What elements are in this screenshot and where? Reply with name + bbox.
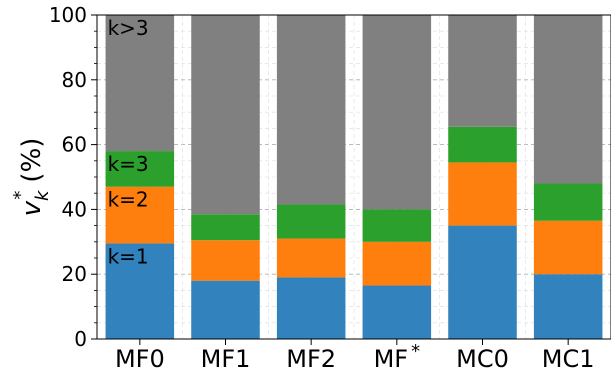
bar-mc0-kgt3 bbox=[448, 15, 517, 127]
x-tick-label: MF0 bbox=[115, 345, 165, 369]
bar-mf2-k3 bbox=[276, 204, 346, 239]
segment-label: k=3 bbox=[108, 152, 149, 176]
y-tick-label: 60 bbox=[62, 133, 87, 157]
bar-mf2-k1 bbox=[276, 277, 346, 339]
bar-mfstar-k1 bbox=[362, 285, 432, 339]
bar-mc0-k1 bbox=[448, 225, 517, 339]
bar-mc1-k1 bbox=[533, 274, 603, 339]
bar-mf1-k2 bbox=[191, 240, 260, 281]
y-axis-label-unit: (%) bbox=[17, 138, 47, 183]
bar-mfstar-k3 bbox=[362, 209, 432, 242]
x-tick-label: MF * bbox=[374, 341, 421, 369]
y-axis: 0 20 40 60 80 100 bbox=[49, 3, 97, 351]
y-tick-label: 100 bbox=[49, 3, 87, 27]
y-axis-label-sup: * bbox=[10, 191, 31, 200]
y-tick-label: 80 bbox=[62, 68, 87, 92]
bar-mf0-k1 bbox=[105, 243, 175, 339]
segment-label: k=1 bbox=[108, 244, 149, 268]
bar-mf1-k3 bbox=[191, 214, 260, 241]
bar-mc0-k3 bbox=[448, 126, 517, 163]
y-tick-label: 20 bbox=[62, 262, 87, 286]
bar-mf0-k3 bbox=[105, 151, 175, 187]
bar-mf2-k2 bbox=[276, 238, 346, 278]
segment-labels: k=1 k=2 k=3 k>3 bbox=[108, 16, 149, 268]
x-tick-label: MF2 bbox=[286, 345, 336, 369]
y-axis-label-symbol: v bbox=[17, 200, 47, 216]
x-tick-label: MC0 bbox=[456, 345, 509, 369]
bar-mfstar-k2 bbox=[362, 241, 432, 286]
x-tick-label: MF1 bbox=[201, 345, 251, 369]
bar-mf0-k2 bbox=[105, 186, 175, 244]
bar-mf1-k1 bbox=[191, 280, 260, 339]
bar-mf0-kgt3 bbox=[105, 15, 175, 152]
y-axis-label: vk* (%) bbox=[10, 138, 53, 217]
y-tick-label: 0 bbox=[74, 327, 87, 351]
bars bbox=[105, 15, 603, 339]
segment-label: k=2 bbox=[108, 188, 149, 212]
x-axis: MF0 MF1 MF2 MF * MC0 MC1 bbox=[115, 339, 595, 369]
bar-mfstar-kgt3 bbox=[362, 15, 432, 210]
bar-mf1-kgt3 bbox=[191, 15, 260, 215]
bar-mc1-k2 bbox=[533, 220, 603, 275]
bar-mc1-k3 bbox=[533, 183, 603, 221]
segment-label: k>3 bbox=[108, 16, 149, 40]
x-tick-label: MC1 bbox=[542, 345, 595, 369]
bar-mc0-k2 bbox=[448, 162, 517, 226]
bar-mf2-kgt3 bbox=[276, 15, 346, 205]
bar-mc1-kgt3 bbox=[533, 15, 603, 184]
y-axis-label-sub: k bbox=[32, 189, 53, 201]
y-tick-label: 40 bbox=[62, 197, 87, 221]
